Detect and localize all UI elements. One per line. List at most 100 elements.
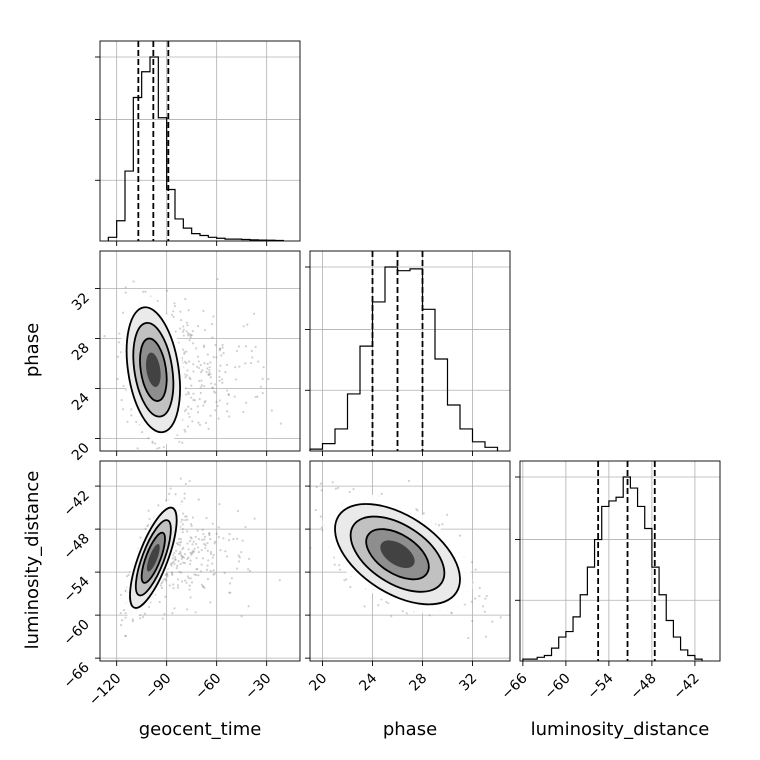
- sample-point: [205, 516, 208, 520]
- sample-point: [483, 610, 486, 613]
- sample-point: [197, 421, 200, 424]
- sample-point: [118, 332, 121, 335]
- sample-point: [211, 386, 214, 390]
- sample-point: [191, 420, 194, 423]
- sample-point: [124, 634, 128, 638]
- sample-point: [162, 445, 165, 449]
- sample-point: [121, 408, 125, 411]
- sample-point: [213, 542, 216, 545]
- histogram-luminosity-distance: [515, 460, 721, 666]
- contour-2: [139, 337, 168, 402]
- sample-point: [170, 564, 173, 567]
- sample-point: [201, 557, 205, 560]
- histogram-phase: [305, 250, 511, 456]
- sample-point: [186, 324, 189, 327]
- sample-point: [165, 572, 169, 576]
- density-level-4: [146, 543, 160, 572]
- sample-point: [236, 567, 239, 570]
- sample-point: [241, 539, 244, 542]
- sample-point: [206, 367, 209, 370]
- sample-point: [148, 517, 151, 521]
- sample-point: [226, 410, 229, 413]
- sample-point: [190, 522, 193, 526]
- sample-point: [192, 392, 195, 395]
- sample-point: [484, 597, 487, 600]
- sample-point: [320, 526, 324, 529]
- sample-point: [221, 343, 224, 347]
- sample-point: [158, 446, 161, 449]
- sample-point: [470, 600, 473, 603]
- sample-point: [195, 347, 198, 350]
- sample-point: [179, 310, 182, 313]
- sample-point: [224, 371, 227, 374]
- sample-point: [188, 333, 191, 336]
- sample-point: [204, 400, 207, 403]
- sample-point: [232, 538, 235, 541]
- sample-point: [192, 550, 196, 553]
- sample-point: [147, 524, 150, 527]
- sample-point: [208, 533, 211, 537]
- sample-point: [178, 541, 181, 544]
- sample-point: [186, 425, 190, 428]
- sample-point: [278, 579, 281, 582]
- sample-point: [139, 617, 142, 620]
- sample-point: [188, 415, 191, 419]
- sample-point: [186, 575, 190, 578]
- sample-point: [194, 535, 197, 539]
- sample-point: [171, 572, 174, 575]
- sample-point: [236, 509, 240, 513]
- sample-point: [209, 551, 213, 554]
- sample-point: [203, 329, 207, 332]
- sample-point: [190, 551, 193, 555]
- sample-point: [225, 363, 228, 366]
- hist-phase-frame: [309, 250, 511, 452]
- sample-point: [116, 377, 119, 380]
- sample-point: [131, 618, 134, 621]
- sample-point: [179, 541, 183, 544]
- sample-point: [192, 370, 195, 373]
- sample-point: [135, 420, 138, 423]
- sample-point: [237, 560, 241, 563]
- sample-point: [124, 634, 127, 638]
- sample-point: [182, 348, 185, 351]
- sample-point: [227, 538, 231, 542]
- sample-point: [236, 537, 239, 540]
- sample-point: [331, 481, 334, 484]
- sample-point: [187, 412, 190, 415]
- sample-point: [217, 417, 220, 420]
- sample-point: [192, 398, 195, 402]
- sample-point: [176, 578, 179, 581]
- sample-point: [184, 430, 187, 433]
- sample-point: [195, 556, 198, 560]
- sample-point: [175, 566, 178, 570]
- sample-point: [245, 401, 248, 404]
- sample-point: [363, 605, 366, 608]
- sample-point: [185, 608, 189, 611]
- hist-luminosity_distance-frame: [519, 460, 721, 662]
- sample-point: [184, 515, 187, 518]
- sample-point: [197, 538, 201, 541]
- sample-point: [390, 615, 393, 618]
- sample-point: [221, 378, 224, 381]
- sample-point: [177, 559, 180, 563]
- sample-point: [267, 377, 270, 381]
- sample-point: [182, 334, 185, 337]
- sample-point: [206, 549, 209, 552]
- sample-point: [333, 563, 336, 566]
- sample-point: [189, 378, 192, 381]
- sample-point: [195, 365, 199, 368]
- sample-point: [407, 479, 411, 483]
- sample-point: [212, 356, 215, 359]
- sample-point: [178, 570, 181, 574]
- sample-point: [180, 554, 183, 557]
- sample-point: [484, 635, 488, 638]
- sample-point: [207, 559, 210, 562]
- sample-point: [199, 391, 202, 395]
- sample-point: [210, 382, 213, 385]
- sample-point: [259, 385, 262, 388]
- sample-point: [248, 557, 251, 560]
- sample-point: [218, 399, 221, 402]
- sample-point: [191, 342, 195, 345]
- sample-point: [193, 399, 197, 402]
- sample-point: [164, 579, 168, 582]
